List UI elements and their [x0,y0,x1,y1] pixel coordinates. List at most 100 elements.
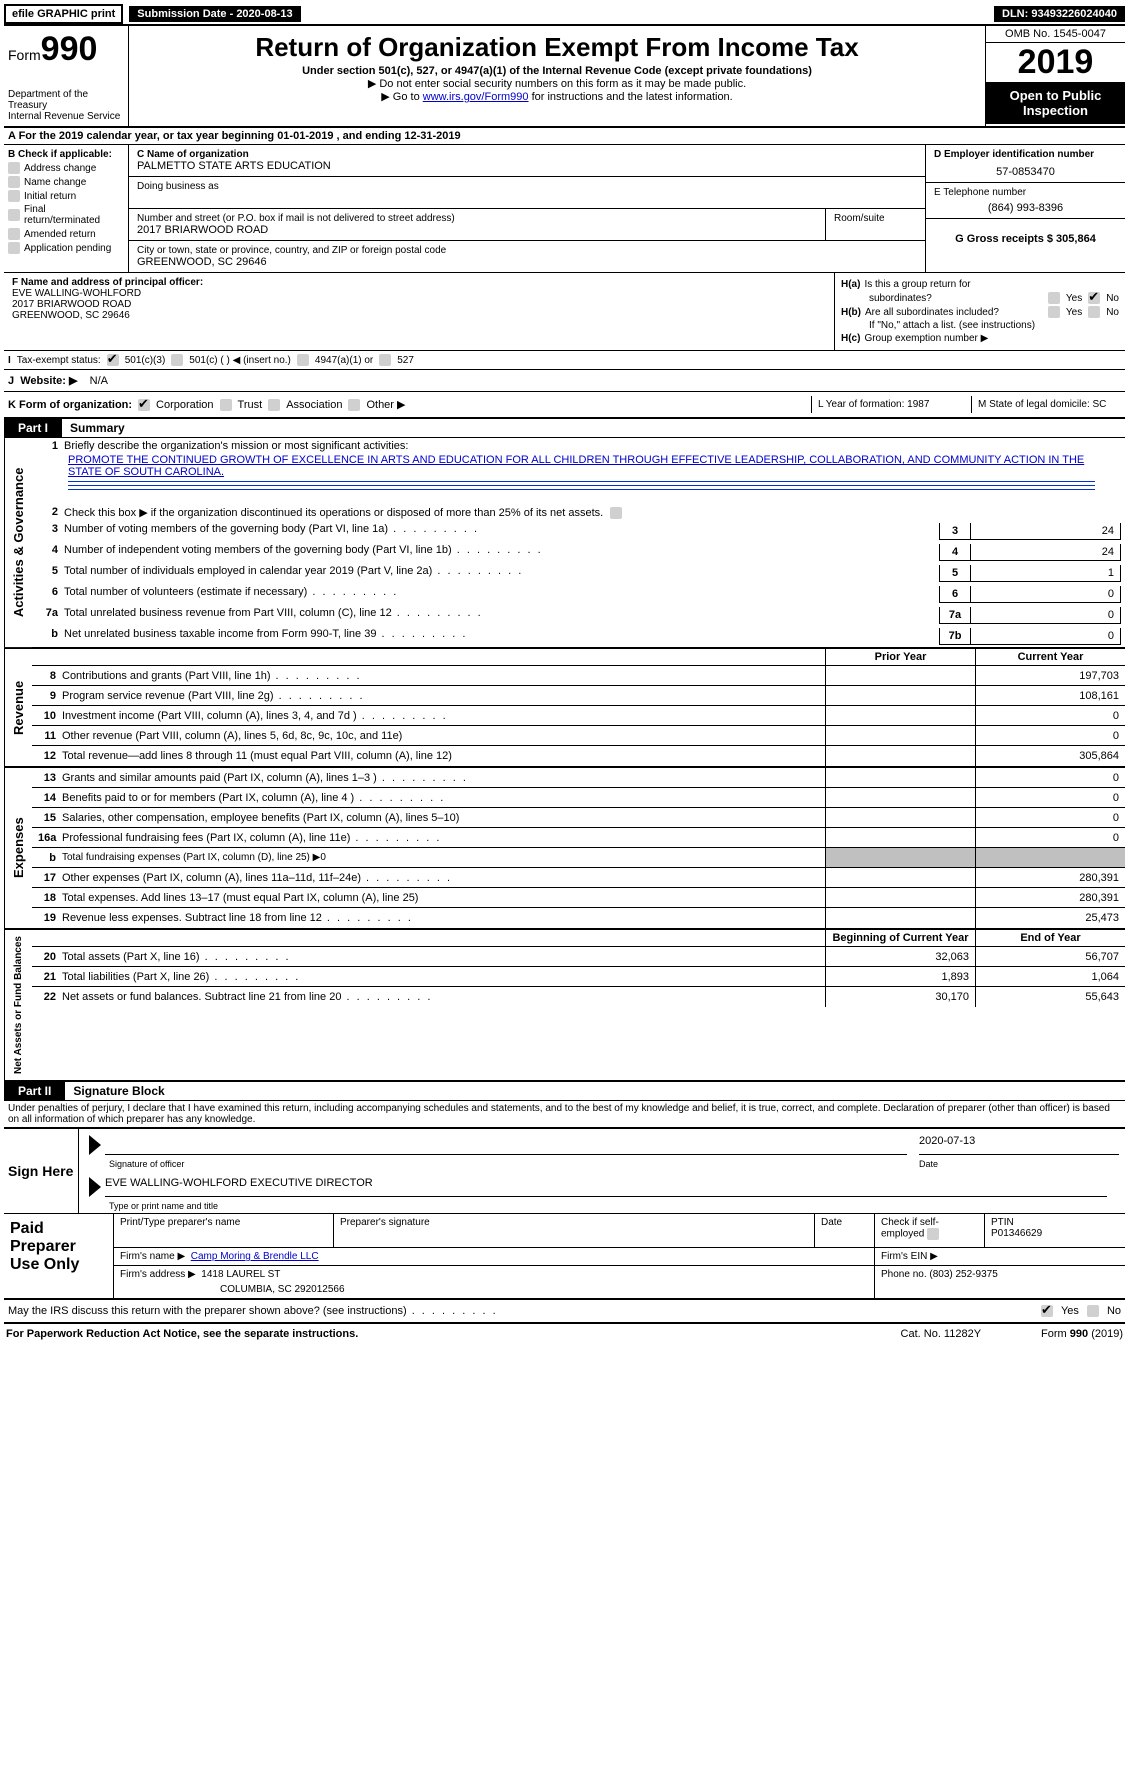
cell-7a-num: 7a [939,607,971,624]
part2-title: Signature Block [65,1082,172,1100]
hc-label: H(c) [841,333,860,344]
officer-name: EVE WALLING-WOHLFORD [12,288,826,299]
signature-arrow-icon [89,1135,101,1155]
r11-prior [825,726,975,745]
officer-addr1: 2017 BRIARWOOD ROAD [12,299,826,310]
addr-label: Number and street (or P.O. box if mail i… [137,213,817,224]
website-label: Website: ▶ [20,375,77,387]
r17-prior [825,868,975,887]
cb-amended[interactable] [8,228,20,240]
r17-current: 280,391 [975,868,1125,887]
dept-treasury: Department of the Treasury [8,89,124,111]
cb-self-employed[interactable] [927,1228,939,1240]
r13-prior [825,768,975,787]
firm-addr2: COLUMBIA, SC 292012566 [120,1280,868,1295]
firm-name-link[interactable]: Camp Moring & Brendle LLC [191,1251,319,1262]
irs-label: Internal Revenue Service [8,111,124,122]
r9-current: 108,161 [975,686,1125,705]
cell-6-num: 6 [939,586,971,603]
cell-4-num: 4 [939,544,971,561]
form-identity: Form990 Department of the Treasury Inter… [4,26,129,126]
cb-4947[interactable] [297,354,309,366]
cb-discuss-yes[interactable] [1041,1305,1053,1317]
r8-current: 197,703 [975,666,1125,685]
line21: Total liabilities (Part X, line 26) [62,969,825,985]
cb-application-pending[interactable] [8,242,20,254]
org-city: GREENWOOD, SC 29646 [137,256,917,268]
header-right: OMB No. 1545-0047 2019 Open to Public In… [985,26,1125,126]
cell-7a-val: 0 [971,607,1121,624]
cb-association[interactable] [268,399,280,411]
lbl-final-return: Final return/terminated [24,204,124,226]
col-end: End of Year [975,930,1125,946]
side-expenses: Expenses [4,768,32,928]
cb-corporation[interactable] [138,399,150,411]
cb-line2[interactable] [610,507,622,519]
lbl-corporation: Corporation [156,399,213,411]
dba-label: Doing business as [137,181,917,192]
r12-current: 305,864 [975,746,1125,766]
cell-5-val: 1 [971,565,1121,582]
cb-hb-yes[interactable] [1048,306,1060,318]
line15: Salaries, other compensation, employee b… [62,810,825,826]
sig-name-label: Type or print name and title [109,1201,218,1211]
part1-header: Part I Summary [4,419,1125,438]
mission-statement[interactable]: PROMOTE THE CONTINUED GROWTH OF EXCELLEN… [68,454,1084,478]
cb-501c3[interactable] [107,354,119,366]
irs-form990-link[interactable]: www.irs.gov/Form990 [423,91,529,103]
part1-title: Summary [62,419,133,437]
officer-signature-line [105,1135,907,1155]
cb-initial-return[interactable] [8,190,20,202]
part1-tag: Part I [4,419,62,437]
cb-address-change[interactable] [8,162,20,174]
line11: Other revenue (Part VIII, column (A), li… [62,728,825,744]
cb-other[interactable] [348,399,360,411]
lbl-501c: 501(c) ( ) ◀ (insert no.) [189,355,291,366]
firm-name-label: Firm's name ▶ [120,1251,185,1262]
cell-6-val: 0 [971,586,1121,603]
lbl-address-change: Address change [24,163,96,174]
signature-date: 2020-07-13 [919,1135,1119,1155]
section-revenue: Revenue Prior YearCurrent Year 8Contribu… [4,649,1125,768]
sig-officer-label: Signature of officer [109,1159,919,1169]
sign-here-section: Sign Here 2020-07-13 Signature of office… [4,1128,1125,1214]
r13-current: 0 [975,768,1125,787]
cell-5-num: 5 [939,565,971,582]
cb-527[interactable] [379,354,391,366]
cb-ha-no[interactable] [1088,292,1100,304]
cb-trust[interactable] [220,399,232,411]
col-beginning: Beginning of Current Year [825,930,975,946]
hc-question: Group exemption number ▶ [864,333,988,344]
box-c: C Name of organization PALMETTO STATE AR… [129,145,925,272]
cb-hb-no[interactable] [1088,306,1100,318]
col-current-year: Current Year [975,649,1125,665]
submission-date: Submission Date - 2020-08-13 [129,6,300,22]
cb-ha-yes[interactable] [1048,292,1060,304]
cb-discuss-no[interactable] [1087,1305,1099,1317]
box-f: F Name and address of principal officer:… [4,273,835,350]
penalties-statement: Under penalties of perjury, I declare th… [4,1101,1125,1128]
r8-prior [825,666,975,685]
r20-begin: 32,063 [825,947,975,966]
ssn-warning: ▶ Do not enter social security numbers o… [137,77,977,90]
cb-final-return[interactable] [8,209,20,221]
box-b-label: B Check if applicable: [8,149,124,160]
irs-discuss-text: May the IRS discuss this return with the… [8,1303,941,1319]
lbl-other: Other ▶ [366,398,405,411]
cb-name-change[interactable] [8,176,20,188]
r9-prior [825,686,975,705]
r19-current: 25,473 [975,908,1125,928]
cb-501c[interactable] [171,354,183,366]
goto-prefix: ▶ Go to [381,91,422,103]
sign-here-label: Sign Here [4,1129,79,1213]
lbl-trust: Trust [238,399,263,411]
form-prefix: Form [8,47,41,63]
ptin-label: PTIN [991,1217,1119,1228]
box-c-label: C Name of organization [137,149,917,160]
line18: Total expenses. Add lines 13–17 (must eq… [62,890,825,906]
cell-3-val: 24 [971,523,1121,540]
form-title: Return of Organization Exempt From Incom… [137,32,977,63]
page-footer: For Paperwork Reduction Act Notice, see … [4,1324,1125,1344]
r12-prior [825,746,975,766]
row-k-label: K Form of organization: [8,399,132,411]
